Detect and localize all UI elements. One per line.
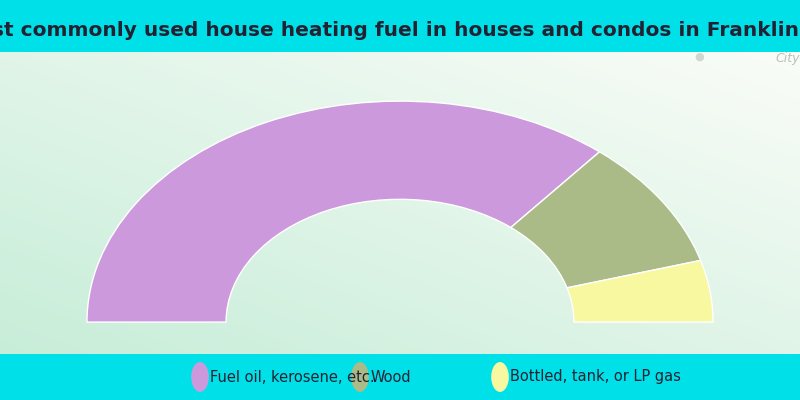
Text: Bottled, tank, or LP gas: Bottled, tank, or LP gas — [510, 370, 682, 384]
Wedge shape — [567, 260, 713, 322]
Wedge shape — [511, 152, 701, 288]
Ellipse shape — [491, 362, 509, 392]
Text: ●: ● — [694, 52, 704, 62]
Text: City-Data.com: City-Data.com — [775, 52, 800, 65]
Ellipse shape — [191, 362, 209, 392]
Text: Fuel oil, kerosene, etc.: Fuel oil, kerosene, etc. — [210, 370, 375, 384]
Ellipse shape — [351, 362, 369, 392]
Text: Wood: Wood — [370, 370, 411, 384]
Text: Most commonly used house heating fuel in houses and condos in Franklin, VT: Most commonly used house heating fuel in… — [0, 21, 800, 40]
Wedge shape — [87, 101, 599, 322]
